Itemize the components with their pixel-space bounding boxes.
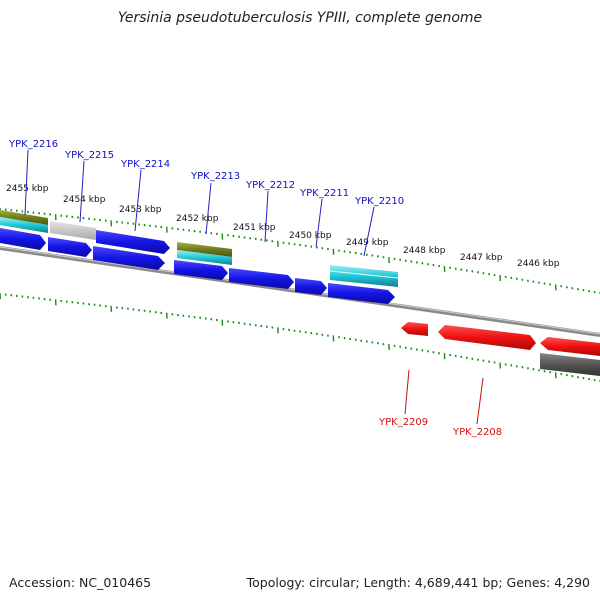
- gray-feature: [50, 221, 96, 240]
- reverse-label-leaders: [404, 369, 484, 425]
- reverse-genes: [401, 322, 600, 376]
- gene-label[interactable]: YPK_2210: [354, 196, 404, 207]
- gene-arrow-reverse[interactable]: [438, 325, 536, 350]
- reverse-gene-labels: YPK_2209 YPK_2208: [378, 417, 502, 438]
- gene-label[interactable]: YPK_2211: [299, 188, 349, 199]
- gene-arrow-forward[interactable]: [96, 230, 170, 254]
- gene-label[interactable]: YPK_2208: [452, 427, 502, 438]
- forward-label-leaders: [24, 149, 375, 257]
- olive-feature: [177, 242, 232, 257]
- gene-label[interactable]: YPK_2214: [120, 159, 170, 170]
- dark-feature: [540, 353, 600, 376]
- kbp-label: 2449 kbp: [346, 238, 389, 248]
- gene-arrow-forward[interactable]: [93, 246, 165, 270]
- kbp-label: 2447 kbp: [460, 253, 503, 263]
- cyan-feature: [177, 250, 232, 265]
- gene-arrow-reverse[interactable]: [401, 322, 428, 336]
- kbp-label: 2450 kbp: [289, 231, 332, 241]
- forward-genes: [0, 228, 395, 304]
- gene-label[interactable]: YPK_2212: [245, 180, 295, 191]
- kbp-label: 2452 kbp: [176, 214, 219, 224]
- kbp-labels: 2455 kbp 2454 kbp 2453 kbp 2452 kbp 2451…: [6, 184, 560, 269]
- map-title: Yersinia pseudotuberculosis YPIII, compl…: [117, 10, 483, 26]
- kbp-label: 2454 kbp: [63, 195, 106, 205]
- feature-band: [0, 210, 399, 287]
- gene-arrow-reverse[interactable]: [540, 337, 600, 356]
- topology-text: Topology: circular; Length: 4,689,441 bp…: [246, 575, 590, 590]
- outer-tick-ring: [0, 207, 600, 295]
- gene-arrow-forward[interactable]: [295, 278, 327, 295]
- kbp-label: 2455 kbp: [6, 184, 49, 194]
- accession-text: Accession: NC_010465: [9, 575, 152, 590]
- inner-tick-ring: [0, 292, 600, 383]
- cyan-feature: [330, 265, 398, 287]
- gene-arrow-forward[interactable]: [328, 283, 395, 304]
- gene-label[interactable]: YPK_2216: [8, 139, 58, 150]
- olive-feature: [0, 210, 48, 225]
- kbp-label: 2453 kbp: [119, 205, 162, 215]
- kbp-label: 2448 kbp: [403, 246, 446, 256]
- cyan-feature: [0, 217, 48, 233]
- gene-arrow-forward[interactable]: [48, 237, 92, 257]
- gene-label[interactable]: YPK_2215: [64, 150, 114, 161]
- gene-arrow-forward[interactable]: [229, 268, 294, 289]
- gene-arrow-forward[interactable]: [0, 228, 46, 250]
- kbp-label: 2446 kbp: [517, 259, 560, 269]
- gene-arrow-forward[interactable]: [174, 260, 228, 280]
- forward-gene-labels: YPK_2216 YPK_2215 YPK_2214 YPK_2213 YPK_…: [8, 139, 404, 207]
- gene-label[interactable]: YPK_2213: [190, 171, 240, 182]
- kbp-label: 2451 kbp: [233, 223, 276, 233]
- gene-label[interactable]: YPK_2209: [378, 417, 428, 428]
